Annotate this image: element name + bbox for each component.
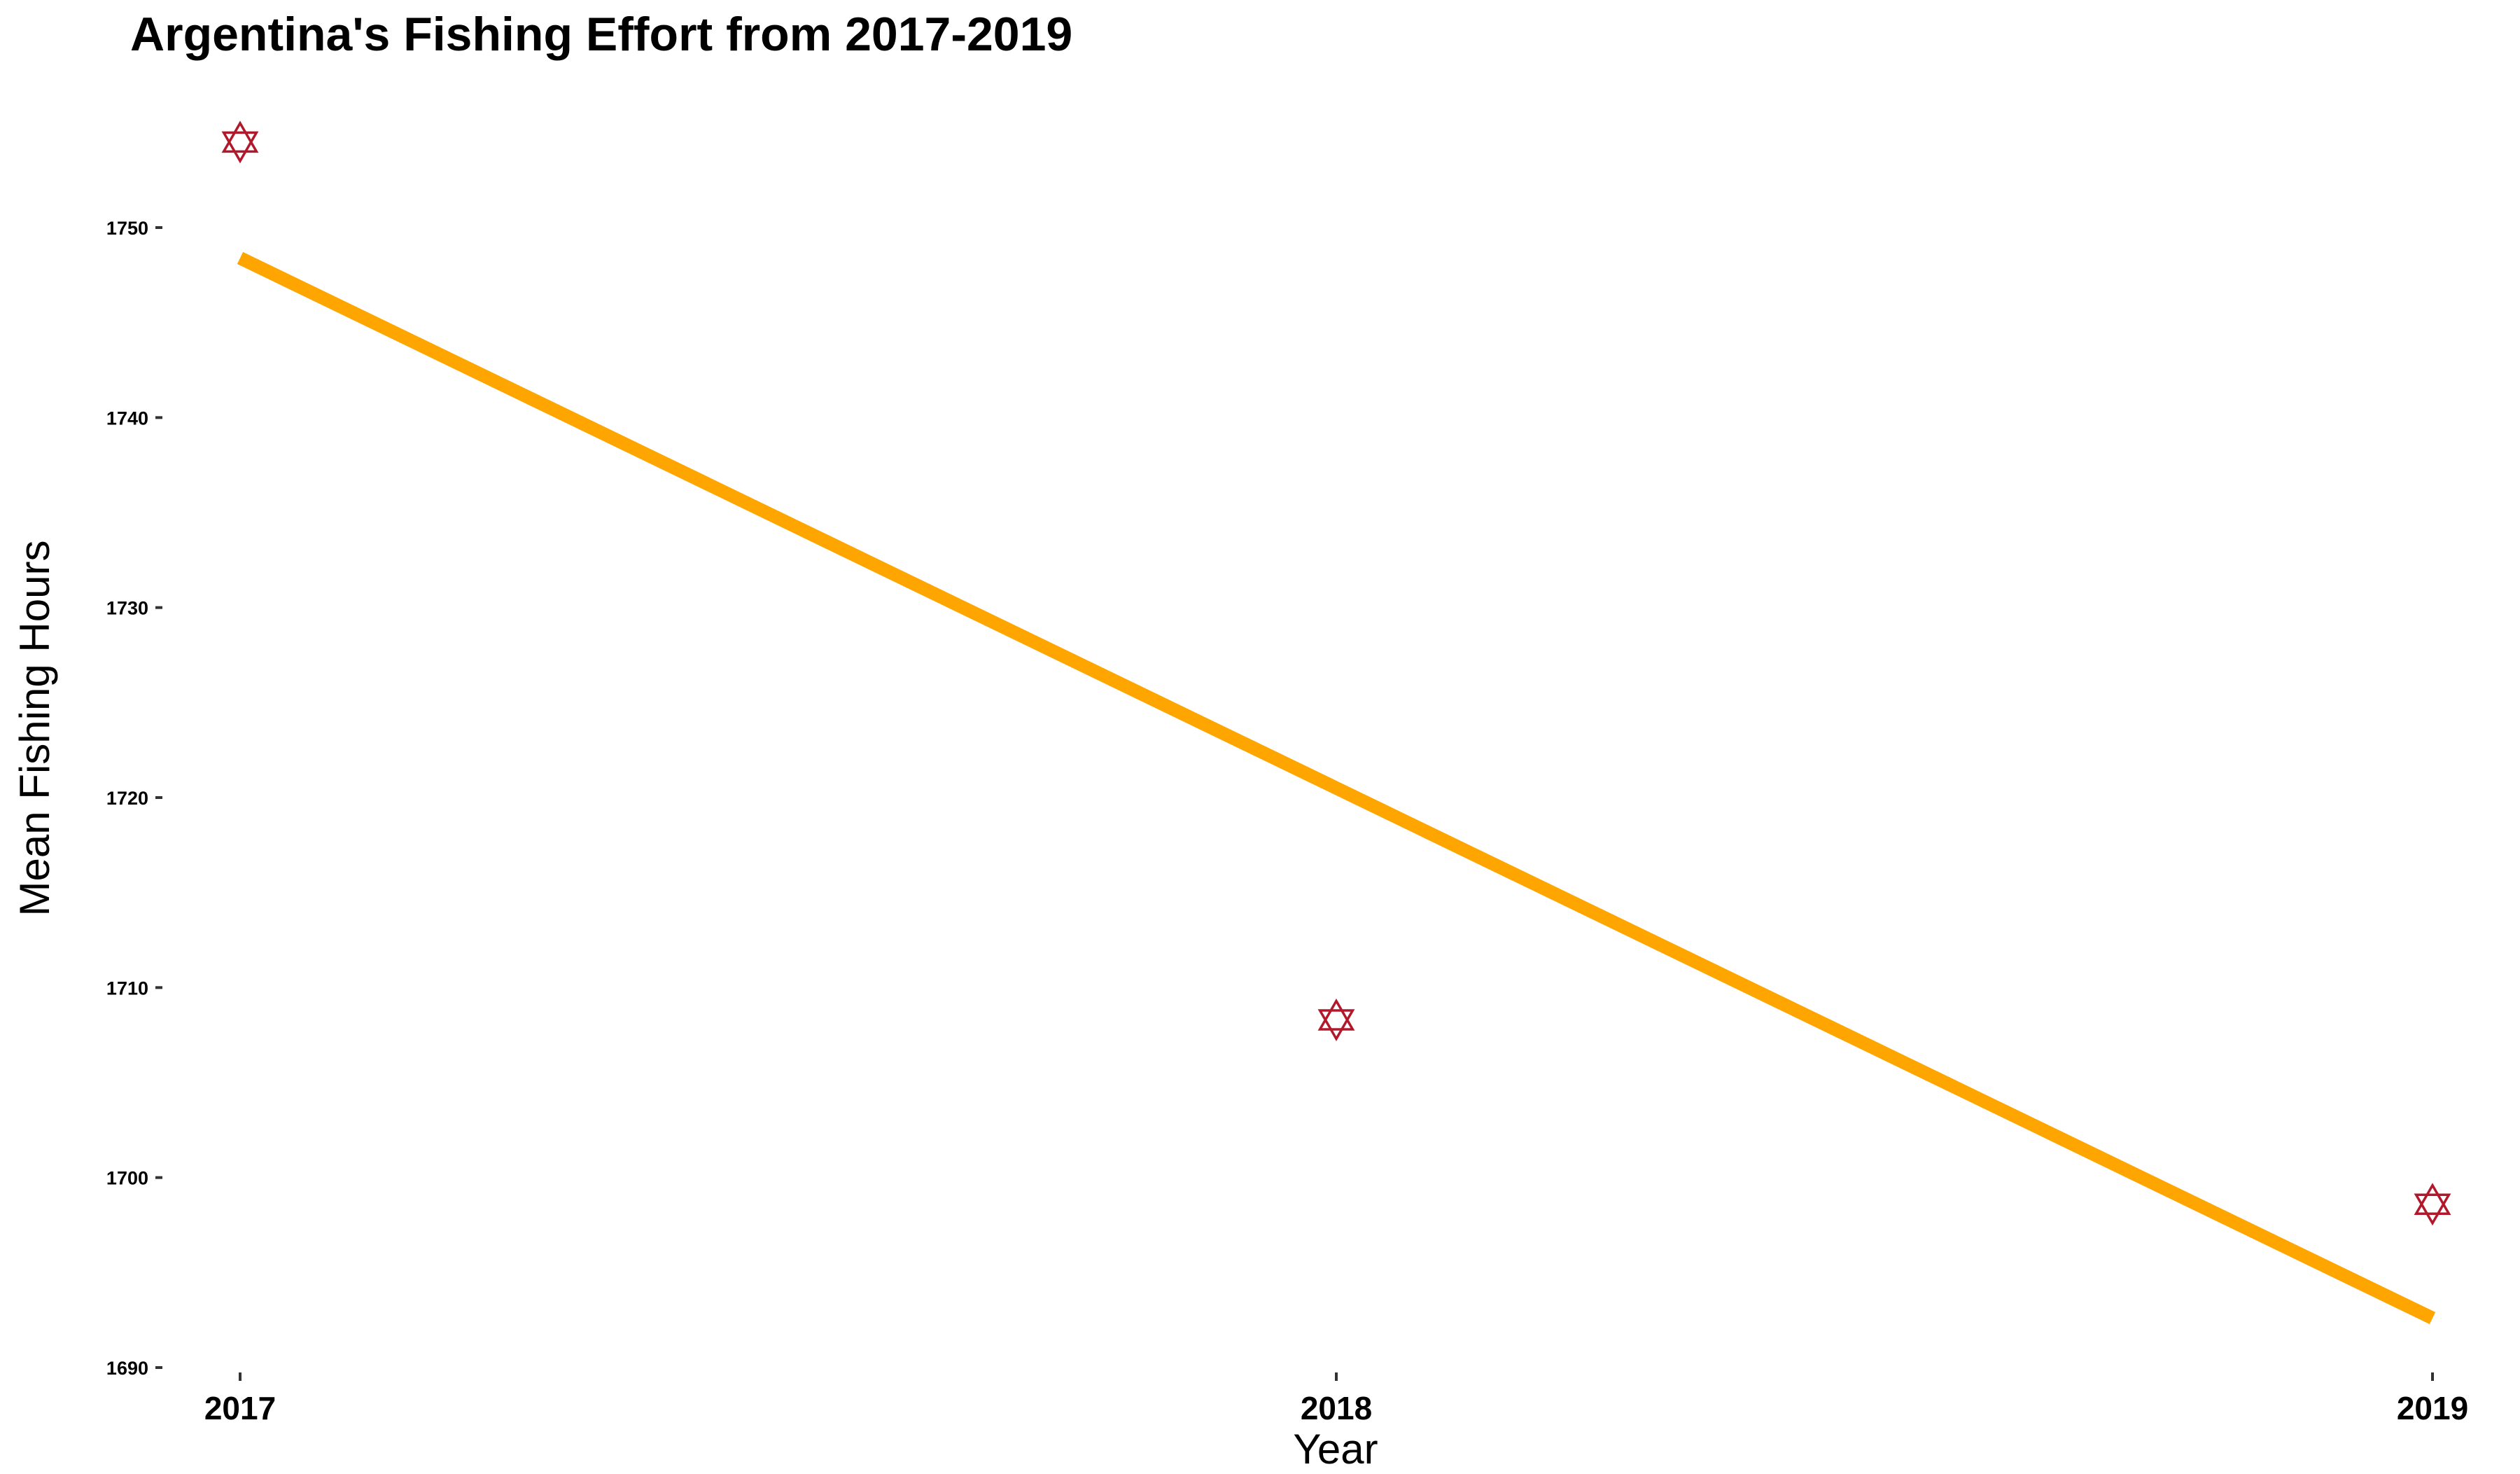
data-point-2017: [221, 120, 259, 164]
x-axis-title: Year: [1293, 1426, 1378, 1470]
y-tick-label-1700: 1700: [106, 1168, 148, 1189]
data-point-2019: [2414, 1183, 2451, 1226]
y-tick-label-1740: 1740: [106, 408, 148, 429]
marker-triangle-down: [221, 131, 259, 164]
marker-triangle-down: [2414, 1193, 2451, 1226]
data-point-2018: [1317, 999, 1355, 1041]
trend-line: [237, 251, 2436, 1325]
y-tick-label-1730: 1730: [106, 598, 148, 619]
y-tick-label-1720: 1720: [106, 788, 148, 809]
marker-triangle-up: [2414, 1183, 2451, 1215]
y-tick-label-1750: 1750: [106, 218, 148, 239]
data-points-layer: [221, 120, 2451, 1226]
marker-triangle-up: [1317, 999, 1355, 1031]
trend-line-layer: [237, 251, 2436, 1325]
x-tick-label-2017: 2017: [204, 1390, 276, 1426]
marker-triangle-down: [1317, 1009, 1355, 1041]
chart-title: Argentina's Fishing Effort from 2017-201…: [130, 8, 1072, 61]
y-tick-label-1690: 1690: [106, 1358, 148, 1379]
x-axis: 2017 2018 2019: [204, 1372, 2468, 1426]
marker-triangle-up: [221, 120, 259, 153]
x-tick-label-2018: 2018: [1301, 1390, 1372, 1426]
y-axis: 1690 1700 1710 1720 1730 1740 1750: [106, 218, 162, 1379]
y-axis-title: Mean Fishing Hours: [11, 541, 58, 917]
y-tick-label-1710: 1710: [106, 978, 148, 999]
x-tick-label-2019: 2019: [2397, 1390, 2468, 1426]
